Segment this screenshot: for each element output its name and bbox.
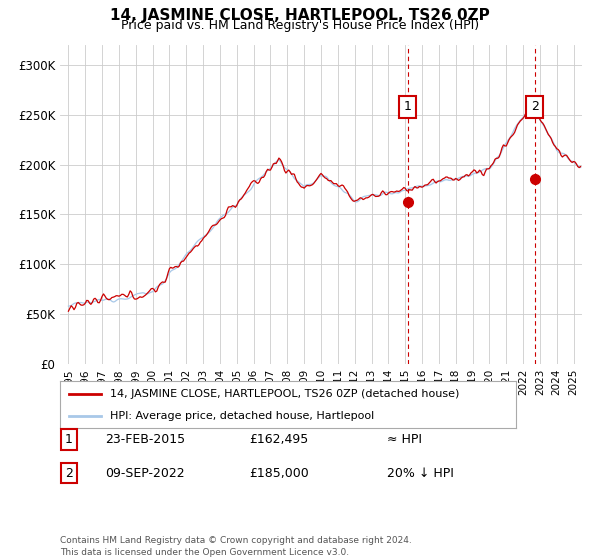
Text: ≈ HPI: ≈ HPI — [387, 433, 422, 446]
Text: 14, JASMINE CLOSE, HARTLEPOOL, TS26 0ZP (detached house): 14, JASMINE CLOSE, HARTLEPOOL, TS26 0ZP … — [110, 389, 460, 399]
Text: 09-SEP-2022: 09-SEP-2022 — [105, 466, 185, 480]
Text: Contains HM Land Registry data © Crown copyright and database right 2024.
This d: Contains HM Land Registry data © Crown c… — [60, 536, 412, 557]
Text: Price paid vs. HM Land Registry's House Price Index (HPI): Price paid vs. HM Land Registry's House … — [121, 19, 479, 32]
Text: 20% ↓ HPI: 20% ↓ HPI — [387, 466, 454, 480]
Text: 1: 1 — [404, 100, 412, 113]
Text: 2: 2 — [65, 466, 73, 480]
Text: £185,000: £185,000 — [249, 466, 309, 480]
Text: 1: 1 — [65, 433, 73, 446]
Text: 23-FEB-2015: 23-FEB-2015 — [105, 433, 185, 446]
Text: 14, JASMINE CLOSE, HARTLEPOOL, TS26 0ZP: 14, JASMINE CLOSE, HARTLEPOOL, TS26 0ZP — [110, 8, 490, 24]
Text: HPI: Average price, detached house, Hartlepool: HPI: Average price, detached house, Hart… — [110, 410, 374, 421]
Text: £162,495: £162,495 — [249, 433, 308, 446]
Text: 2: 2 — [531, 100, 539, 113]
